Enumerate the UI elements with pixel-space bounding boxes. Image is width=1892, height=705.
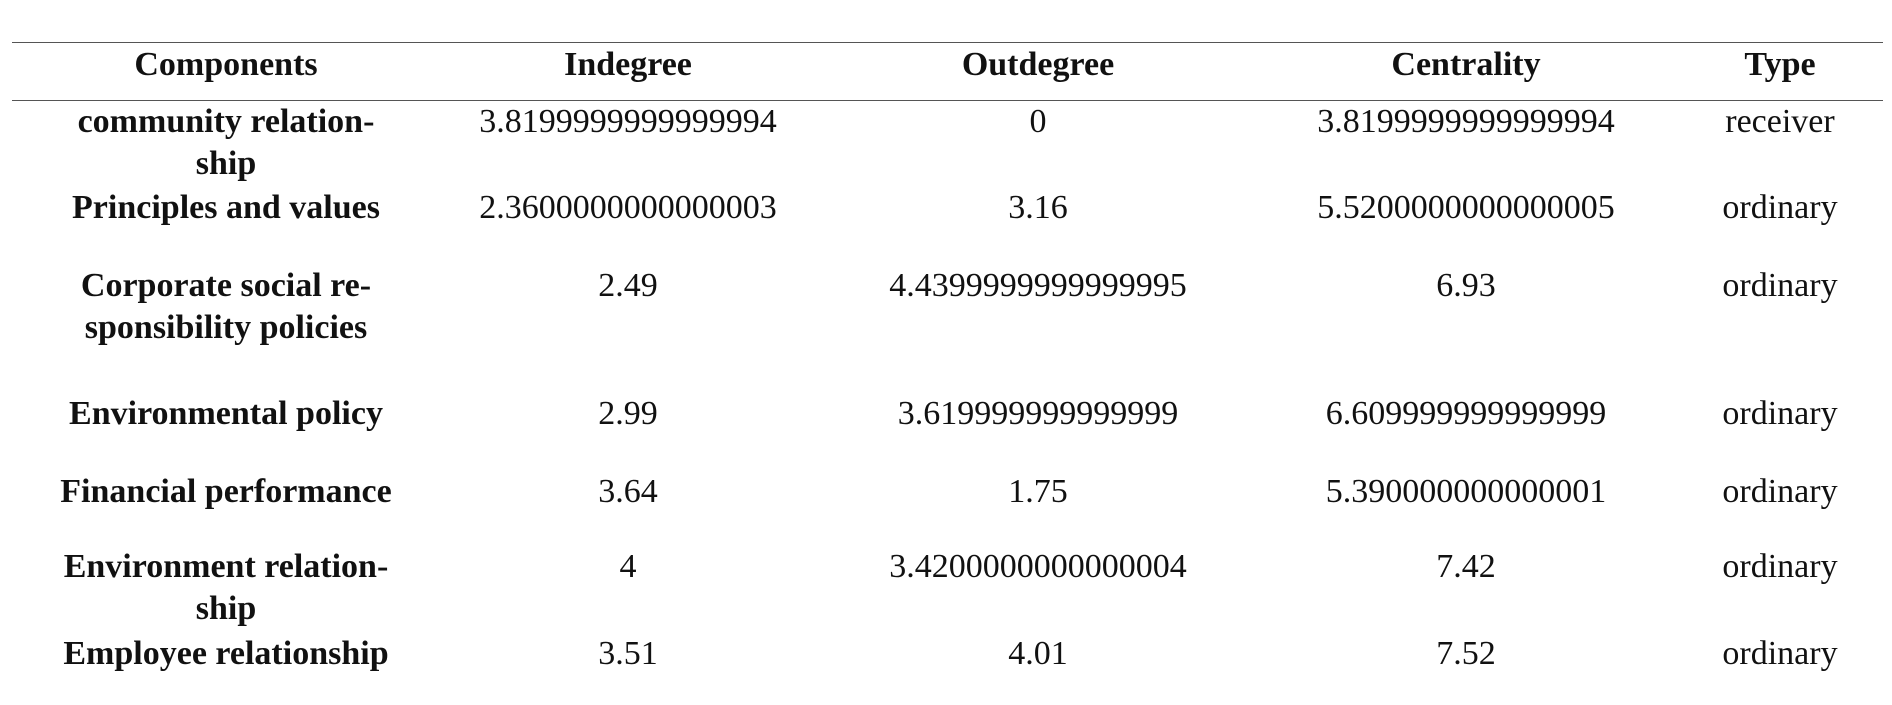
table-cell: 4.4399999999999995 xyxy=(889,267,1187,304)
table-cell: 4.01 xyxy=(1008,635,1068,672)
table-cell: 3.619999999999999 xyxy=(897,395,1179,432)
table-cell: ordinary xyxy=(1722,267,1838,304)
top-rule xyxy=(12,42,1883,43)
row-label: community relation- ship xyxy=(77,103,375,182)
table-cell: ordinary xyxy=(1722,635,1838,672)
column-header: Outdegree xyxy=(961,46,1115,83)
table-cell: 3.64 xyxy=(598,473,658,510)
table-cell: 2.3600000000000003 xyxy=(479,189,777,226)
row-label: Environment relation- ship xyxy=(63,548,389,627)
table-cell: 6.609999999999999 xyxy=(1325,395,1607,432)
column-header: Indegree xyxy=(564,46,692,83)
column-header: Centrality xyxy=(1391,46,1541,83)
column-header: Components xyxy=(134,46,318,83)
table-cell: 3.51 xyxy=(598,635,658,672)
table-cell: ordinary xyxy=(1722,548,1838,585)
row-label: Principles and values xyxy=(72,189,380,226)
table-cell: 3.8199999999999994 xyxy=(479,103,777,140)
row-label: Corporate social re- sponsibility polici… xyxy=(80,267,372,346)
table-cell: 7.52 xyxy=(1436,635,1496,672)
table-cell: 7.42 xyxy=(1436,548,1496,585)
header-rule xyxy=(12,100,1883,101)
table-cell: 5.390000000000001 xyxy=(1325,473,1607,510)
table-cell: 3.4200000000000004 xyxy=(889,548,1187,585)
table-cell: 6.93 xyxy=(1436,267,1496,304)
table-cell: 2.99 xyxy=(598,395,658,432)
column-header: Type xyxy=(1744,46,1816,83)
row-label: Environmental policy xyxy=(69,395,383,432)
table-cell: receiver xyxy=(1725,103,1835,140)
row-label: Financial performance xyxy=(60,473,392,510)
table-cell: ordinary xyxy=(1722,395,1838,432)
row-label: Employee relationship xyxy=(63,635,389,672)
table-cell: ordinary xyxy=(1722,189,1838,226)
table-cell: ordinary xyxy=(1722,473,1838,510)
table-cell: 4 xyxy=(619,548,637,585)
table-cell: 3.8199999999999994 xyxy=(1317,103,1615,140)
table-cell: 0 xyxy=(1029,103,1047,140)
table-cell: 2.49 xyxy=(598,267,658,304)
table-cell: 1.75 xyxy=(1008,473,1068,510)
table-cell: 3.16 xyxy=(1008,189,1068,226)
table-cell: 5.5200000000000005 xyxy=(1317,189,1615,226)
